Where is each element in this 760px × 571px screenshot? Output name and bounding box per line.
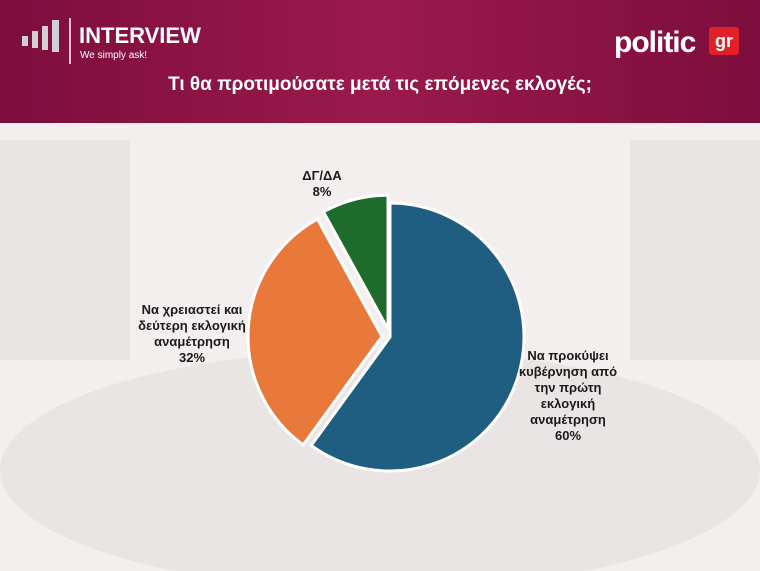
logo: politic <box>614 26 696 59</box>
chart-title: Τι θα προτιμούσατε μετά τις επόμενες εκλ… <box>168 74 592 95</box>
header-graphics: INTERVIEW We simply ask! politic gr Τι θ… <box>22 18 739 95</box>
brand: INTERVIEW <box>79 23 201 48</box>
category-label: ΔΓ/ΔΑ <box>302 168 342 183</box>
logo-box <box>709 27 739 55</box>
value-label: 60% <box>554 428 582 443</box>
logo-suffix: gr <box>715 31 733 51</box>
value-label: 8% <box>312 184 332 199</box>
pie-slice <box>309 201 526 473</box>
tagline: We simply ask! <box>80 50 147 61</box>
category-label: Να προκύψει κυβέρνηση από την πρώτη εκλο… <box>518 348 618 427</box>
pie-slice <box>321 193 390 330</box>
pie-slice <box>246 217 384 448</box>
header-band <box>0 0 760 123</box>
slice-label: Να χρειαστεί και δεύτερη εκλογική αναμέτ… <box>135 302 250 366</box>
value-label: 32% <box>178 350 206 365</box>
slice-label: Να προκύψει κυβέρνηση από την πρώτη εκλο… <box>508 348 628 444</box>
brand-icon <box>22 20 59 52</box>
slice-label: ΔΓ/ΔΑ 8% <box>282 168 362 200</box>
category-label: Να χρειαστεί και δεύτερη εκλογική αναμέτ… <box>138 302 246 349</box>
